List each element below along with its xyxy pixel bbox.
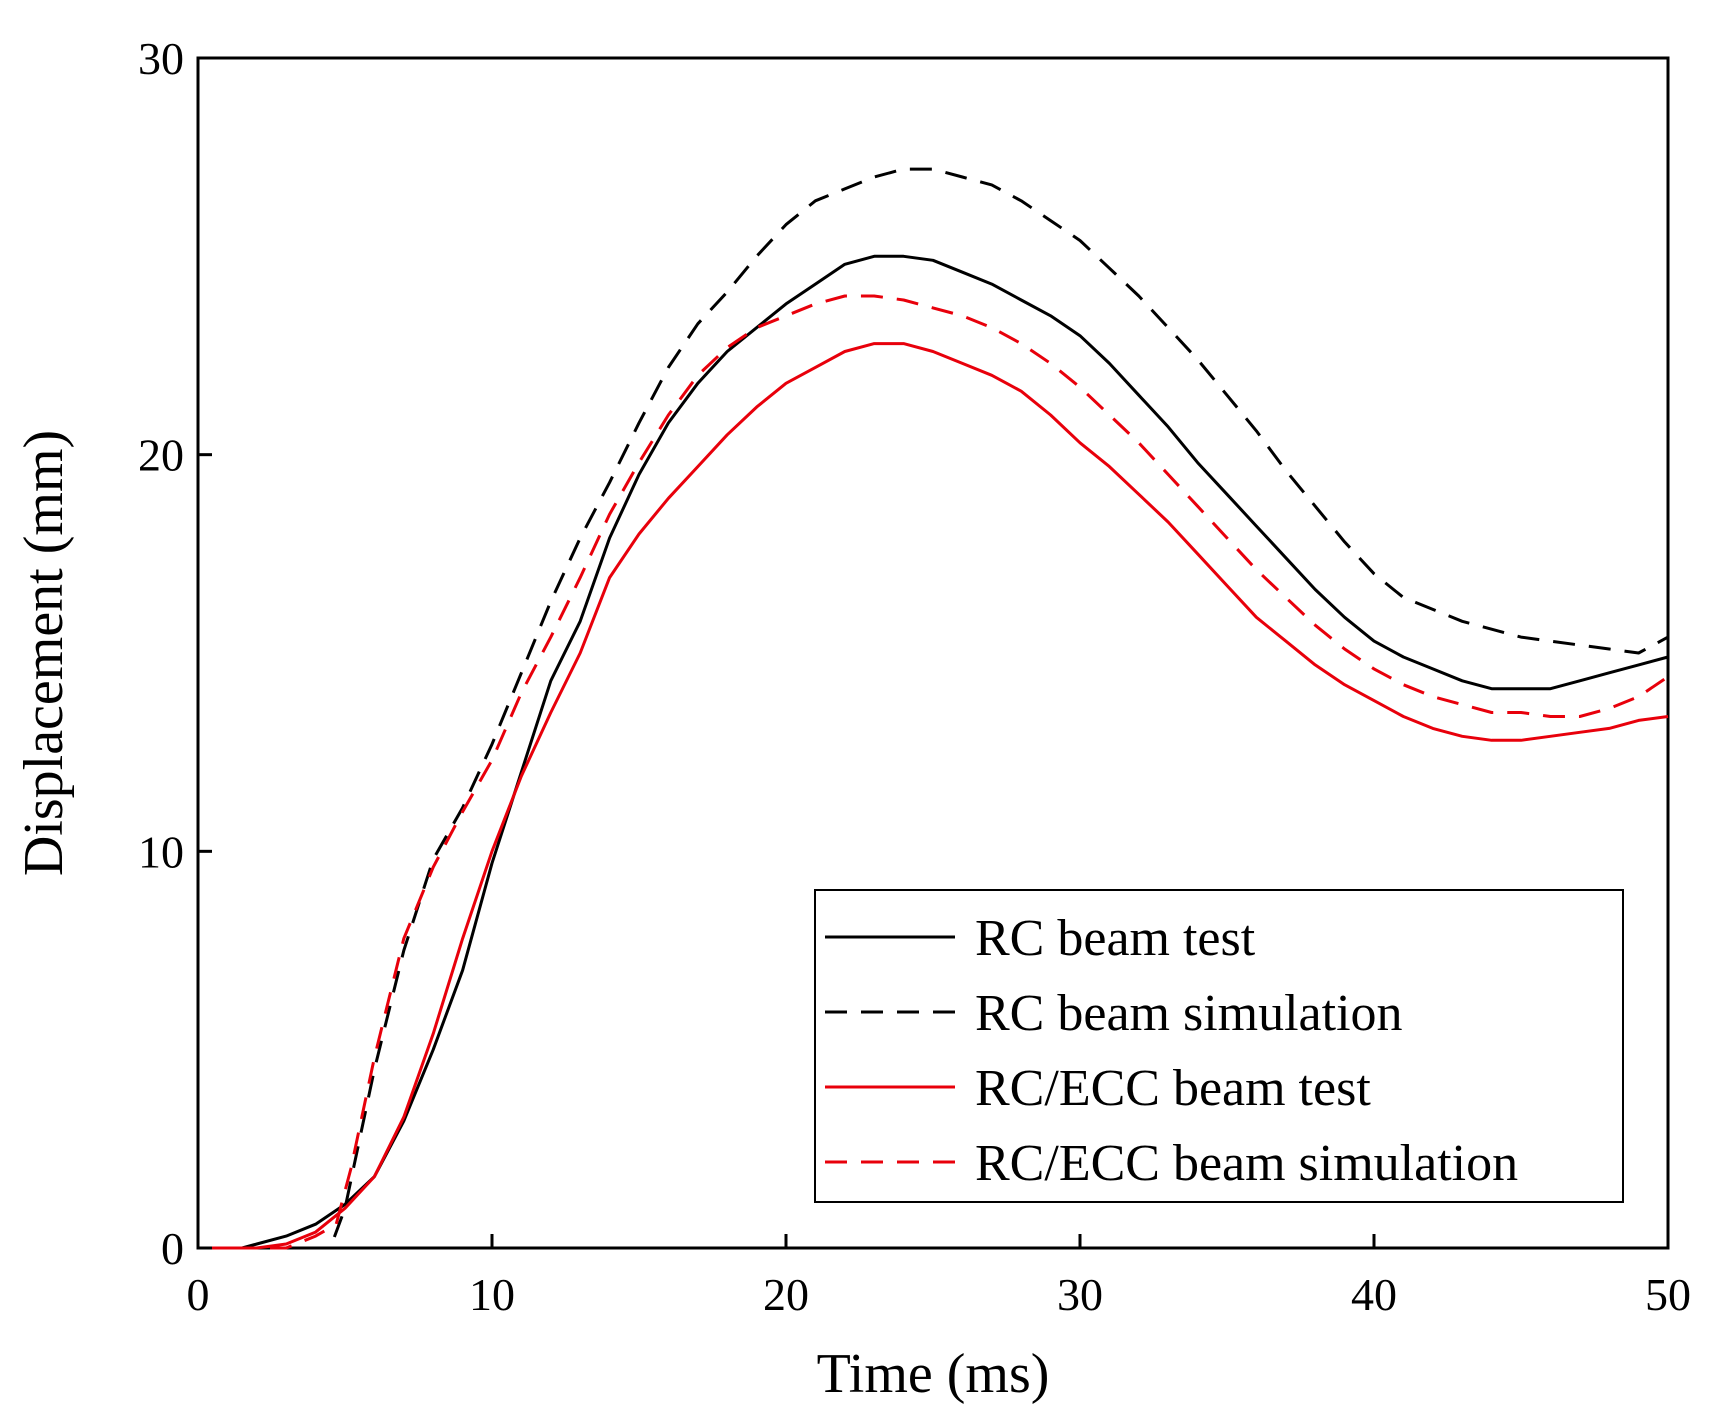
legend-label-2: RC beam simulation	[975, 985, 1403, 1042]
series-line-4	[198, 294, 1669, 1250]
x-tick-label: 40	[1351, 1269, 1397, 1320]
x-tick-label: 0	[187, 1269, 210, 1320]
y-axis-title: Displacement (mm)	[13, 430, 75, 876]
x-axis: 0 10 20 30 40 50	[187, 1234, 1691, 1320]
series-line-3	[198, 342, 1669, 1250]
x-tick-label: 50	[1645, 1269, 1691, 1320]
y-tick-label: 10	[138, 826, 184, 877]
x-tick-label: 30	[1057, 1269, 1103, 1320]
legend-label-1: RC beam test	[975, 910, 1256, 967]
x-axis-title: Time (ms)	[817, 1343, 1050, 1405]
legend-box	[814, 889, 1624, 1203]
series-layer	[198, 167, 1669, 1250]
legend-label-3: RC/ECC beam test	[975, 1060, 1371, 1117]
series-line-1	[198, 254, 1669, 1250]
y-tick-label: 30	[138, 33, 184, 84]
y-tick-label: 20	[138, 430, 184, 481]
x-tick-label: 20	[763, 1269, 809, 1320]
series-line-2	[198, 167, 1669, 1250]
legend: RC beam test RC beam simulation RC/ECC bea…	[814, 889, 1624, 1203]
x-tick-label: 10	[469, 1269, 515, 1320]
y-axis: 0 10 20 30	[138, 33, 212, 1274]
y-tick-label: 0	[161, 1223, 184, 1274]
plot-frame	[196, 56, 1670, 1250]
legend-label-4: RC/ECC beam simulation	[975, 1135, 1518, 1192]
